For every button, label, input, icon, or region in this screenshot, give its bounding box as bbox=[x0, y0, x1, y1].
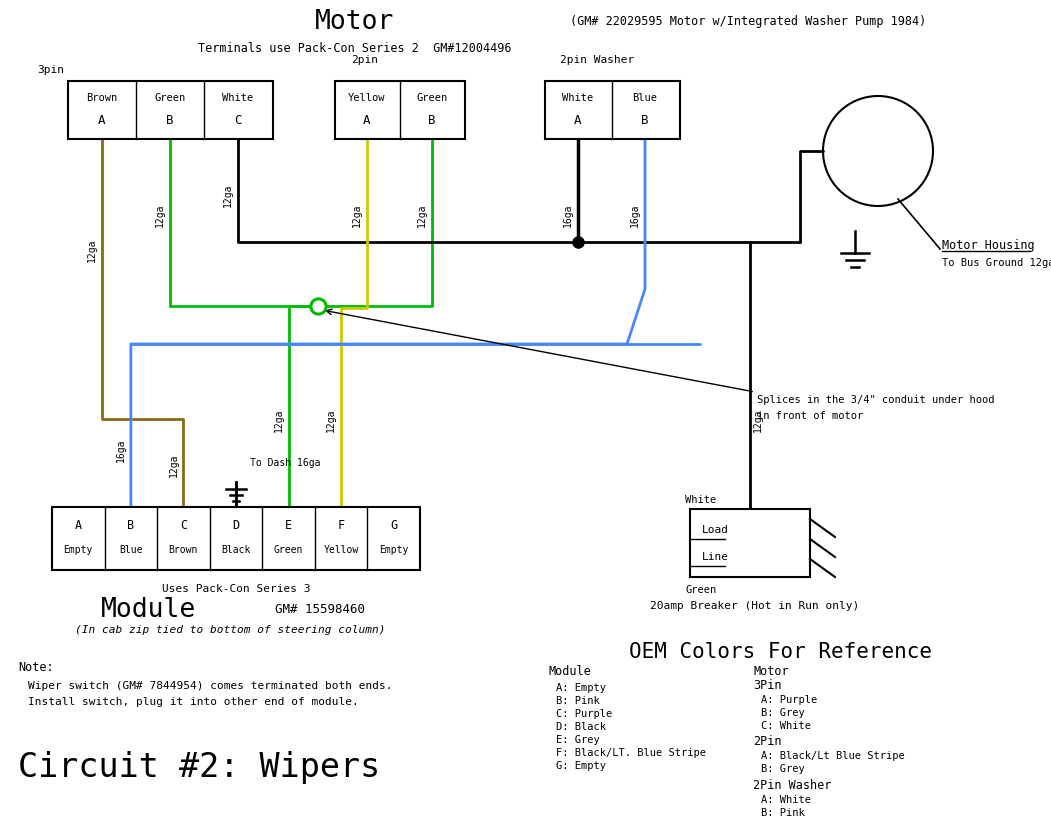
Bar bbox=[68, 82, 273, 140]
Text: Yellow: Yellow bbox=[324, 545, 358, 554]
Text: 12ga: 12ga bbox=[326, 408, 336, 432]
Text: 12ga: 12ga bbox=[87, 238, 97, 261]
Text: B: Grey: B: Grey bbox=[761, 707, 805, 717]
Text: Load: Load bbox=[702, 524, 729, 534]
Text: OEM Colors For Reference: OEM Colors For Reference bbox=[628, 641, 931, 661]
Text: Uses Pack-Con Series 3: Uses Pack-Con Series 3 bbox=[162, 583, 310, 593]
Text: (In cab zip tied to bottom of steering column): (In cab zip tied to bottom of steering c… bbox=[75, 624, 386, 634]
Text: 12ga: 12ga bbox=[417, 203, 427, 227]
Text: C: White: C: White bbox=[761, 720, 811, 730]
Text: C: C bbox=[234, 113, 242, 126]
Text: Motor: Motor bbox=[753, 665, 788, 677]
Text: B: B bbox=[166, 113, 173, 126]
Text: 3pin: 3pin bbox=[37, 65, 64, 75]
Text: Empty: Empty bbox=[379, 545, 409, 554]
Bar bbox=[51, 508, 420, 570]
Text: Splices in the 3/4" conduit under hood: Splices in the 3/4" conduit under hood bbox=[757, 395, 994, 405]
Text: B: Pink: B: Pink bbox=[556, 695, 600, 705]
Text: Wiper switch (GM# 7844954) comes terminated both ends.: Wiper switch (GM# 7844954) comes termina… bbox=[28, 680, 392, 690]
Text: A: A bbox=[574, 113, 582, 126]
Text: C: C bbox=[180, 519, 187, 532]
Text: B: B bbox=[127, 519, 135, 532]
Text: B: B bbox=[428, 113, 436, 126]
Bar bbox=[545, 82, 680, 140]
Text: Green: Green bbox=[416, 93, 448, 103]
Text: Green: Green bbox=[154, 93, 186, 103]
Text: Brown: Brown bbox=[169, 545, 199, 554]
Text: Module: Module bbox=[548, 665, 591, 677]
Text: B: Grey: B: Grey bbox=[761, 763, 805, 773]
Text: Green: Green bbox=[685, 584, 716, 595]
Text: Yellow: Yellow bbox=[348, 93, 386, 103]
Text: Black: Black bbox=[222, 545, 251, 554]
Text: Note:: Note: bbox=[18, 661, 54, 674]
Text: Green: Green bbox=[274, 545, 304, 554]
Text: F: F bbox=[337, 519, 345, 532]
Text: A: A bbox=[364, 113, 371, 126]
Text: in front of motor: in front of motor bbox=[757, 410, 863, 420]
Text: A: White: A: White bbox=[761, 794, 811, 804]
Text: (GM# 22029595 Motor w/Integrated Washer Pump 1984): (GM# 22029595 Motor w/Integrated Washer … bbox=[570, 16, 926, 29]
Text: 2pin Washer: 2pin Washer bbox=[560, 55, 634, 65]
Text: To Dash 16ga: To Dash 16ga bbox=[250, 458, 321, 468]
Text: G: G bbox=[390, 519, 397, 532]
Bar bbox=[335, 82, 465, 140]
Text: 3Pin: 3Pin bbox=[753, 679, 782, 692]
Text: F: Black/LT. Blue Stripe: F: Black/LT. Blue Stripe bbox=[556, 747, 706, 757]
Text: 12ga: 12ga bbox=[273, 408, 284, 432]
Text: G: Empty: G: Empty bbox=[556, 760, 606, 770]
Text: Line: Line bbox=[702, 551, 729, 561]
Text: A: A bbox=[75, 519, 82, 532]
Text: Circuit #2: Wipers: Circuit #2: Wipers bbox=[18, 750, 380, 784]
Text: B: Pink: B: Pink bbox=[761, 807, 805, 817]
Text: 12ga: 12ga bbox=[223, 183, 233, 206]
Text: A: Purple: A: Purple bbox=[761, 695, 818, 704]
Text: 16ga: 16ga bbox=[116, 437, 126, 461]
Text: 2Pin: 2Pin bbox=[753, 735, 782, 748]
Text: B: B bbox=[641, 113, 648, 126]
Text: Blue: Blue bbox=[633, 93, 658, 103]
Text: D: D bbox=[232, 519, 240, 532]
Text: 16ga: 16ga bbox=[563, 203, 573, 227]
Text: Module: Module bbox=[101, 596, 195, 622]
Text: 2Pin Washer: 2Pin Washer bbox=[753, 779, 831, 791]
Text: Motor Housing: Motor Housing bbox=[942, 239, 1034, 252]
Text: White: White bbox=[685, 495, 716, 505]
Text: GM# 15598460: GM# 15598460 bbox=[275, 603, 365, 616]
Text: E: Grey: E: Grey bbox=[556, 734, 600, 744]
Text: Install switch, plug it into other end of module.: Install switch, plug it into other end o… bbox=[28, 696, 358, 706]
Text: White: White bbox=[562, 93, 594, 103]
Text: A: A bbox=[98, 113, 106, 126]
Text: E: E bbox=[285, 519, 292, 532]
Text: 20amp Breaker (Hot in Run only): 20amp Breaker (Hot in Run only) bbox=[650, 600, 860, 610]
Text: Motor: Motor bbox=[315, 9, 395, 35]
Text: 12ga: 12ga bbox=[352, 203, 362, 227]
Text: A: Empty: A: Empty bbox=[556, 682, 606, 692]
Text: A: Black/Lt Blue Stripe: A: Black/Lt Blue Stripe bbox=[761, 750, 905, 760]
Text: 12ga: 12ga bbox=[154, 203, 165, 227]
Text: Terminals use Pack-Con Series 2  GM#12004496: Terminals use Pack-Con Series 2 GM#12004… bbox=[199, 42, 512, 54]
Text: Blue: Blue bbox=[119, 545, 143, 554]
Text: Brown: Brown bbox=[86, 93, 118, 103]
Text: D: Black: D: Black bbox=[556, 721, 606, 731]
Text: Empty: Empty bbox=[64, 545, 92, 554]
Text: 12ga: 12ga bbox=[168, 453, 179, 476]
Text: C: Purple: C: Purple bbox=[556, 708, 613, 718]
Text: 2pin: 2pin bbox=[351, 55, 378, 65]
Text: To Bus Ground 12ga: To Bus Ground 12ga bbox=[942, 258, 1051, 268]
Text: White: White bbox=[223, 93, 253, 103]
Text: 16ga: 16ga bbox=[630, 203, 640, 227]
Bar bbox=[691, 509, 810, 577]
Text: 12ga: 12ga bbox=[753, 408, 763, 432]
